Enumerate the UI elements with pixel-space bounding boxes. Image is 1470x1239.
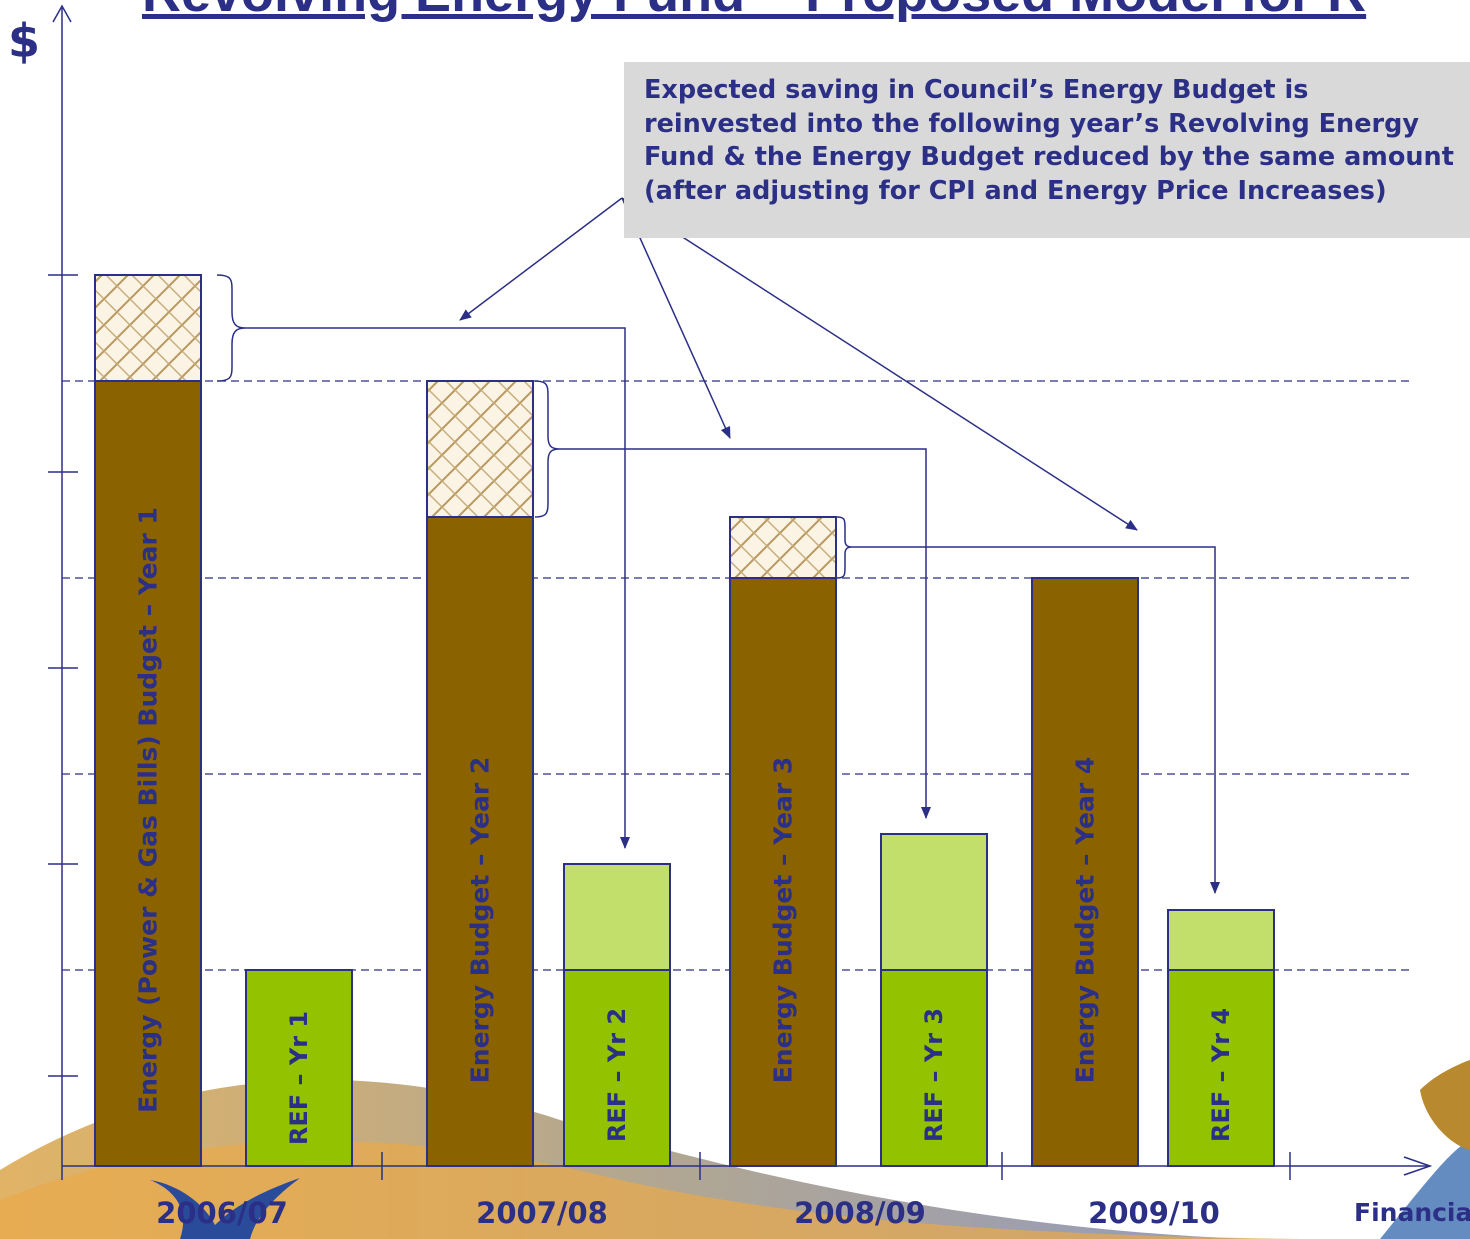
ref-bar-1-label: REF – Yr 1: [285, 1010, 313, 1146]
reinvest-arrow-1: [245, 327, 630, 849]
ref-bar-4: [1167, 969, 1275, 1167]
year-label-2007-08: 2007/08: [476, 1196, 608, 1230]
saving-hatch-2: [426, 380, 534, 518]
year-label-2008-09: 2008/09: [794, 1196, 926, 1230]
ref-bar-3: [880, 969, 988, 1167]
year-label-2006-07: 2006/07: [156, 1196, 288, 1230]
reinvest-arrow-3: [852, 546, 1220, 894]
saving-hatch-1: [94, 274, 202, 382]
ref-bar-4-label: REF – Yr 4: [1207, 1007, 1235, 1143]
bird-logo-icon: [150, 1178, 300, 1239]
page-title: Revolving Energy Fund – Proposed Model f…: [142, 0, 1366, 24]
reinvest-arrow-2: [560, 448, 931, 819]
callout-box: Expected saving in Council’s Energy Budg…: [624, 62, 1470, 238]
ref-bar-3-extra: [880, 833, 988, 971]
callout-arrow-3: [621, 197, 1138, 531]
energy-bar-4-label: Energy Budget – Year 4: [1070, 756, 1100, 1084]
x-axis-label: Financia: [1354, 1198, 1470, 1227]
ref-bar-1: [245, 969, 353, 1167]
callout-arrow-2: [621, 197, 731, 439]
energy-bar-1-label: Energy (Power & Gas Bills) Budget – Year…: [133, 507, 163, 1113]
ref-bar-2-label: REF – Yr 2: [603, 1007, 631, 1143]
y-axis-symbol: $: [8, 14, 41, 68]
year-label-2009-10: 2009/10: [1088, 1196, 1220, 1230]
brace-1: [216, 274, 246, 382]
ref-bar-4-extra: [1167, 909, 1275, 971]
ref-bar-2-extra: [563, 863, 671, 971]
energy-bar-3-label: Energy Budget – Year 3: [768, 756, 798, 1084]
y-axis: [48, 4, 78, 1180]
energy-budget-bar-4: [1031, 577, 1139, 1167]
energy-budget-bar-1: [94, 380, 202, 1167]
ref-bar-2: [563, 969, 671, 1167]
brace-2: [534, 380, 561, 518]
brace-3: [836, 516, 853, 579]
ref-bar-3-label: REF – Yr 3: [920, 1007, 948, 1143]
callout-arrow-1: [459, 197, 623, 321]
saving-hatch-3: [729, 516, 837, 579]
energy-budget-bar-3: [729, 577, 837, 1167]
energy-bar-2-label: Energy Budget – Year 2: [465, 756, 495, 1084]
